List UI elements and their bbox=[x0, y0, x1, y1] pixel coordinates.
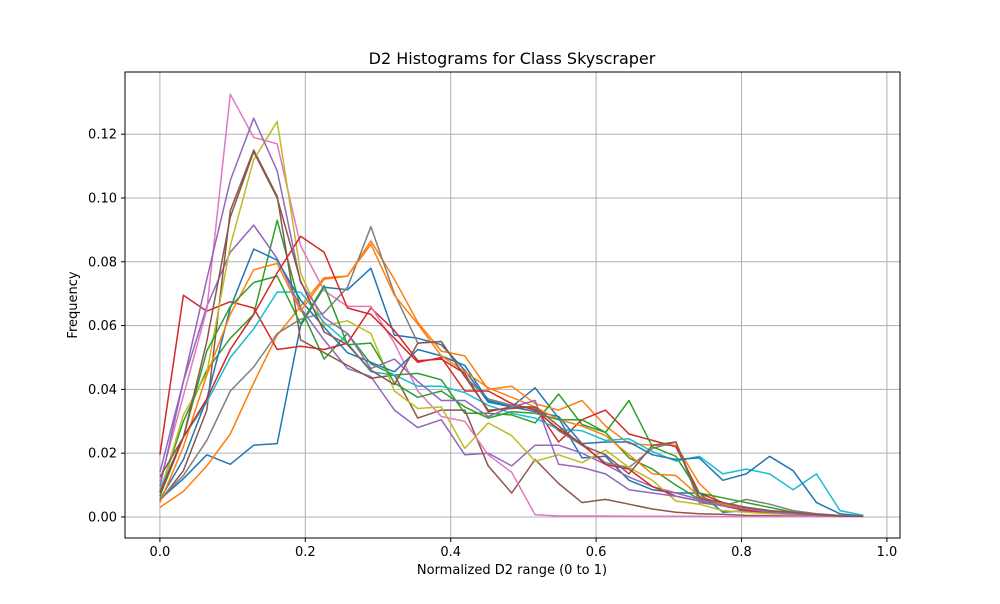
series-line-9 bbox=[159, 120, 864, 518]
series-lines bbox=[159, 93, 864, 518]
series-line-16 bbox=[159, 150, 864, 518]
y-tick-label: 0.00 bbox=[88, 510, 117, 525]
y-tick-label: 0.06 bbox=[88, 319, 117, 334]
series-line-15 bbox=[159, 117, 864, 518]
x-tick-label: 0.8 bbox=[731, 545, 752, 560]
series-line-10 bbox=[159, 291, 864, 517]
x-tick-label: 0.6 bbox=[586, 545, 607, 560]
y-axis-ticks: 0.00 0.02 0.04 0.06 0.08 0.10 0.12 bbox=[88, 128, 125, 525]
x-tick-label: 1.0 bbox=[877, 545, 898, 560]
series-line-14 bbox=[159, 235, 864, 518]
chart-title: D2 Histograms for Class Skyscraper bbox=[369, 49, 656, 68]
x-tick-label: 0.2 bbox=[295, 545, 316, 560]
y-tick-label: 0.04 bbox=[88, 383, 117, 398]
y-tick-label: 0.12 bbox=[88, 128, 117, 143]
y-tick-label: 0.08 bbox=[88, 255, 117, 270]
x-axis-label: Normalized D2 range (0 to 1) bbox=[417, 563, 607, 578]
y-axis-label: Frequency bbox=[66, 271, 81, 338]
series-line-13 bbox=[159, 275, 864, 518]
x-tick-label: 0.0 bbox=[150, 545, 171, 560]
x-axis-ticks: 0.0 0.2 0.4 0.6 0.8 1.0 bbox=[150, 538, 898, 560]
y-tick-label: 0.02 bbox=[88, 447, 117, 462]
x-tick-label: 0.4 bbox=[440, 545, 461, 560]
series-line-7 bbox=[159, 93, 864, 518]
series-line-8 bbox=[159, 225, 864, 518]
y-tick-label: 0.10 bbox=[88, 191, 117, 206]
plot-frame bbox=[124, 71, 901, 539]
